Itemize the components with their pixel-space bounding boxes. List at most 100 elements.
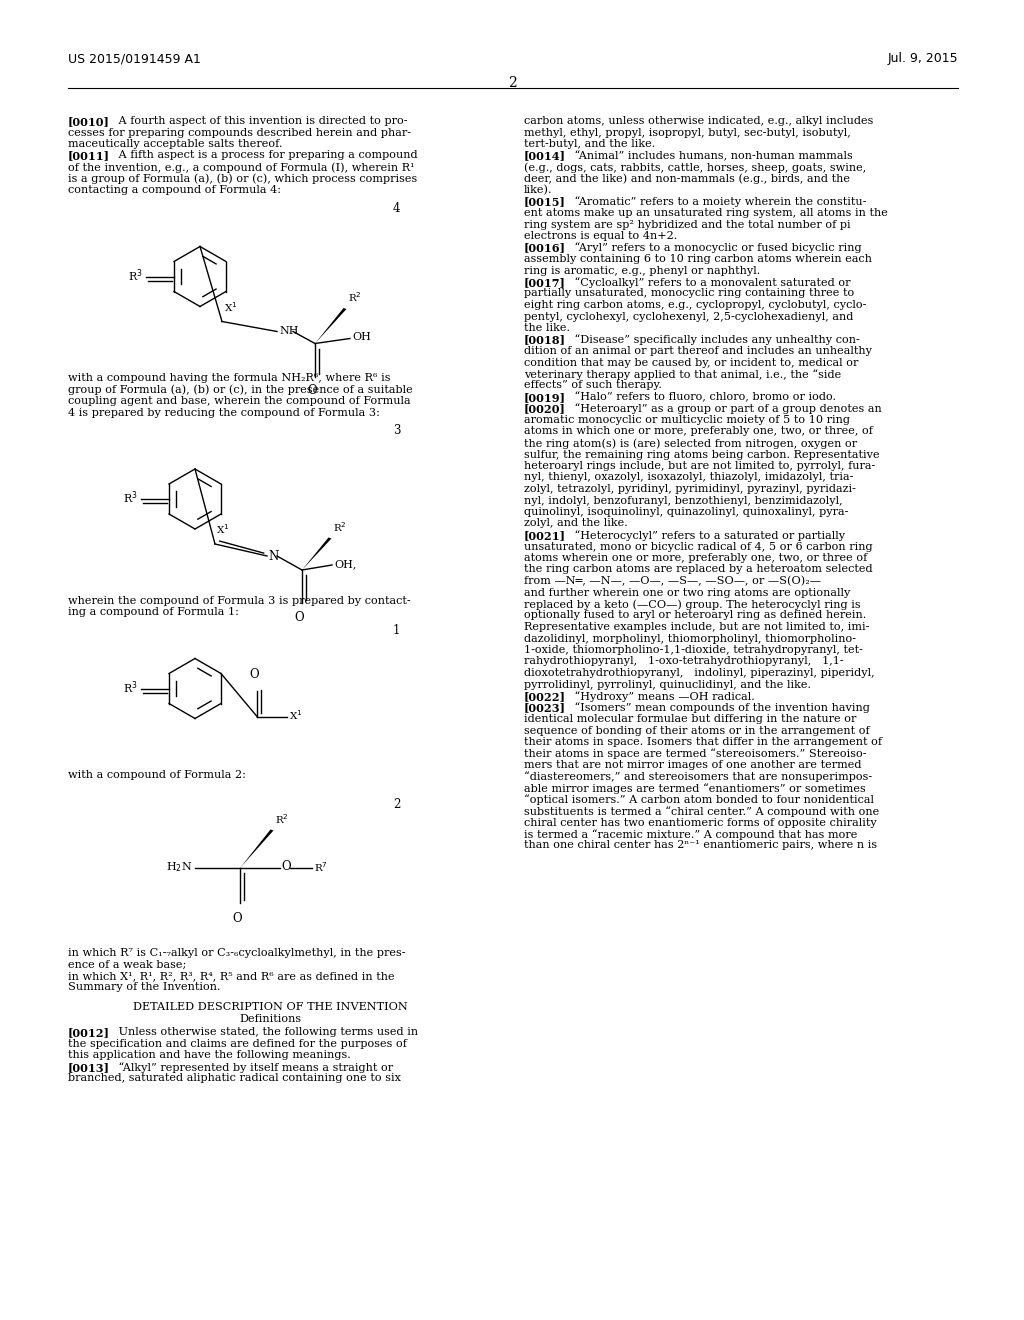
Text: “Halo” refers to fluoro, chloro, bromo or iodo.: “Halo” refers to fluoro, chloro, bromo o… bbox=[560, 392, 836, 403]
Text: DETAILED DESCRIPTION OF THE INVENTION: DETAILED DESCRIPTION OF THE INVENTION bbox=[133, 1002, 408, 1012]
Polygon shape bbox=[240, 829, 273, 869]
Text: sulfur, the remaining ring atoms being carbon. Representative: sulfur, the remaining ring atoms being c… bbox=[524, 450, 880, 459]
Text: effects” of such therapy.: effects” of such therapy. bbox=[524, 380, 662, 391]
Text: atoms in which one or more, preferably one, two, or three, of: atoms in which one or more, preferably o… bbox=[524, 426, 872, 437]
Text: R$^2$: R$^2$ bbox=[333, 520, 347, 535]
Text: A fourth aspect of this invention is directed to pro-: A fourth aspect of this invention is dir… bbox=[104, 116, 408, 125]
Text: ing a compound of Formula 1:: ing a compound of Formula 1: bbox=[68, 607, 239, 616]
Text: “diastereomers,” and stereoisomers that are nonsuperimpos-: “diastereomers,” and stereoisomers that … bbox=[524, 771, 872, 783]
Text: US 2015/0191459 A1: US 2015/0191459 A1 bbox=[68, 51, 201, 65]
Text: like).: like). bbox=[524, 185, 553, 195]
Text: the specification and claims are defined for the purposes of: the specification and claims are defined… bbox=[68, 1039, 407, 1049]
Text: [0021]: [0021] bbox=[524, 531, 566, 541]
Text: “optical isomers.” A carbon atom bonded to four nonidentical: “optical isomers.” A carbon atom bonded … bbox=[524, 795, 874, 805]
Text: and further wherein one or two ring atoms are optionally: and further wherein one or two ring atom… bbox=[524, 587, 850, 598]
Text: [0016]: [0016] bbox=[524, 243, 566, 253]
Text: chiral center has two enantiomeric forms of opposite chirality: chiral center has two enantiomeric forms… bbox=[524, 817, 877, 828]
Text: “Isomers” mean compounds of the invention having: “Isomers” mean compounds of the inventio… bbox=[560, 702, 869, 713]
Text: Representative examples include, but are not limited to, imi-: Representative examples include, but are… bbox=[524, 622, 869, 632]
Text: “Animal” includes humans, non-human mammals: “Animal” includes humans, non-human mamm… bbox=[560, 150, 853, 161]
Text: with a compound of Formula 2:: with a compound of Formula 2: bbox=[68, 770, 246, 780]
Text: Summary of the Invention.: Summary of the Invention. bbox=[68, 982, 220, 993]
Text: the ring atom(s) is (are) selected from nitrogen, oxygen or: the ring atom(s) is (are) selected from … bbox=[524, 438, 857, 449]
Text: pentyl, cyclohexyl, cyclohexenyl, 2,5-cyclohexadienyl, and: pentyl, cyclohexyl, cyclohexenyl, 2,5-cy… bbox=[524, 312, 853, 322]
Text: dition of an animal or part thereof and includes an unhealthy: dition of an animal or part thereof and … bbox=[524, 346, 872, 356]
Text: nyl, thienyl, oxazolyl, isoxazolyl, thiazolyl, imidazolyl, tria-: nyl, thienyl, oxazolyl, isoxazolyl, thia… bbox=[524, 473, 853, 483]
Text: R$^2$: R$^2$ bbox=[348, 290, 361, 305]
Text: the like.: the like. bbox=[524, 323, 570, 333]
Text: R$^2$: R$^2$ bbox=[275, 812, 289, 826]
Text: identical molecular formulae but differing in the nature or: identical molecular formulae but differi… bbox=[524, 714, 856, 723]
Text: dioxotetrahydrothiopyranyl,   indolinyl, piperazinyl, piperidyl,: dioxotetrahydrothiopyranyl, indolinyl, p… bbox=[524, 668, 874, 678]
Text: their atoms in space. Isomers that differ in the arrangement of: their atoms in space. Isomers that diffe… bbox=[524, 737, 882, 747]
Text: deer, and the like) and non-mammals (e.g., birds, and the: deer, and the like) and non-mammals (e.g… bbox=[524, 173, 850, 183]
Text: partially unsaturated, monocyclic ring containing three to: partially unsaturated, monocyclic ring c… bbox=[524, 289, 854, 298]
Text: X$^1$: X$^1$ bbox=[289, 709, 302, 722]
Text: branched, saturated aliphatic radical containing one to six: branched, saturated aliphatic radical co… bbox=[68, 1073, 401, 1084]
Text: N: N bbox=[268, 549, 279, 562]
Text: unsaturated, mono or bicyclic radical of 4, 5 or 6 carbon ring: unsaturated, mono or bicyclic radical of… bbox=[524, 541, 872, 552]
Text: 3: 3 bbox=[393, 424, 400, 437]
Text: [0012]: [0012] bbox=[68, 1027, 110, 1039]
Text: “Hydroxy” means —OH radical.: “Hydroxy” means —OH radical. bbox=[560, 690, 755, 702]
Text: quinolinyl, isoquinolinyl, quinazolinyl, quinoxalinyl, pyra-: quinolinyl, isoquinolinyl, quinazolinyl,… bbox=[524, 507, 848, 517]
Text: “Aromatic” refers to a moiety wherein the constitu-: “Aromatic” refers to a moiety wherein th… bbox=[560, 197, 866, 207]
Text: of the invention, e.g., a compound of Formula (I), wherein R¹: of the invention, e.g., a compound of Fo… bbox=[68, 162, 415, 173]
Text: substituents is termed a “chiral center.” A compound with one: substituents is termed a “chiral center.… bbox=[524, 807, 880, 817]
Text: carbon atoms, unless otherwise indicated, e.g., alkyl includes: carbon atoms, unless otherwise indicated… bbox=[524, 116, 873, 125]
Text: [0015]: [0015] bbox=[524, 197, 566, 207]
Text: O: O bbox=[249, 668, 259, 681]
Text: (e.g., dogs, cats, rabbits, cattle, horses, sheep, goats, swine,: (e.g., dogs, cats, rabbits, cattle, hors… bbox=[524, 162, 866, 173]
Text: 2: 2 bbox=[508, 77, 516, 90]
Text: OH: OH bbox=[352, 333, 371, 342]
Text: 1: 1 bbox=[393, 623, 400, 636]
Text: X$^1$: X$^1$ bbox=[216, 523, 229, 536]
Text: Jul. 9, 2015: Jul. 9, 2015 bbox=[888, 51, 958, 65]
Text: nyl, indolyl, benzofuranyl, benzothienyl, benzimidazolyl,: nyl, indolyl, benzofuranyl, benzothienyl… bbox=[524, 495, 843, 506]
Text: X$^1$: X$^1$ bbox=[224, 300, 238, 314]
Text: aromatic monocyclic or multicyclic moiety of 5 to 10 ring: aromatic monocyclic or multicyclic moiet… bbox=[524, 414, 850, 425]
Text: “Aryl” refers to a monocyclic or fused bicyclic ring: “Aryl” refers to a monocyclic or fused b… bbox=[560, 243, 861, 253]
Text: R$^3$: R$^3$ bbox=[123, 490, 138, 507]
Text: [0018]: [0018] bbox=[524, 334, 566, 346]
Text: [0020]: [0020] bbox=[524, 404, 566, 414]
Text: optionally fused to aryl or heteroaryl ring as defined herein.: optionally fused to aryl or heteroaryl r… bbox=[524, 610, 866, 620]
Text: their atoms in space are termed “stereoisomers.” Stereoiso-: their atoms in space are termed “stereoi… bbox=[524, 748, 866, 759]
Text: [0014]: [0014] bbox=[524, 150, 566, 161]
Text: group of Formula (a), (b) or (c), in the presence of a suitable: group of Formula (a), (b) or (c), in the… bbox=[68, 384, 413, 395]
Text: 1-oxide, thiomorpholino-1,1-dioxide, tetrahydropyranyl, tet-: 1-oxide, thiomorpholino-1,1-dioxide, tet… bbox=[524, 645, 863, 655]
Text: “Cycloalkyl” refers to a monovalent saturated or: “Cycloalkyl” refers to a monovalent satu… bbox=[560, 277, 851, 288]
Text: Definitions: Definitions bbox=[239, 1014, 301, 1023]
Text: NH: NH bbox=[279, 326, 299, 337]
Polygon shape bbox=[302, 537, 332, 570]
Text: condition that may be caused by, or incident to, medical or: condition that may be caused by, or inci… bbox=[524, 358, 858, 367]
Polygon shape bbox=[315, 308, 346, 343]
Text: zolyl, and the like.: zolyl, and the like. bbox=[524, 519, 628, 528]
Text: R$^7$: R$^7$ bbox=[314, 861, 328, 874]
Text: “Heterocyclyl” refers to a saturated or partially: “Heterocyclyl” refers to a saturated or … bbox=[560, 531, 845, 541]
Text: contacting a compound of Formula 4:: contacting a compound of Formula 4: bbox=[68, 185, 281, 195]
Text: [0011]: [0011] bbox=[68, 150, 110, 161]
Text: sequence of bonding of their atoms or in the arrangement of: sequence of bonding of their atoms or in… bbox=[524, 726, 869, 735]
Text: [0010]: [0010] bbox=[68, 116, 110, 127]
Text: atoms wherein one or more, preferably one, two, or three of: atoms wherein one or more, preferably on… bbox=[524, 553, 867, 564]
Text: 2: 2 bbox=[393, 799, 400, 810]
Text: able mirror images are termed “enantiomers” or sometimes: able mirror images are termed “enantiome… bbox=[524, 783, 865, 793]
Text: [0023]: [0023] bbox=[524, 702, 566, 714]
Text: cesses for preparing compounds described herein and phar-: cesses for preparing compounds described… bbox=[68, 128, 411, 137]
Text: methyl, ethyl, propyl, isopropyl, butyl, sec-butyl, isobutyl,: methyl, ethyl, propyl, isopropyl, butyl,… bbox=[524, 128, 851, 137]
Text: this application and have the following meanings.: this application and have the following … bbox=[68, 1051, 351, 1060]
Text: 4: 4 bbox=[393, 202, 400, 214]
Text: [0017]: [0017] bbox=[524, 277, 566, 288]
Text: from —N═, —N—, —O—, —S—, —SO—, or —S(O)₂—: from —N═, —N—, —O—, —S—, —SO—, or —S(O)₂… bbox=[524, 576, 821, 586]
Text: [0022]: [0022] bbox=[524, 690, 566, 702]
Text: is a group of Formula (a), (b) or (c), which process comprises: is a group of Formula (a), (b) or (c), w… bbox=[68, 173, 417, 183]
Text: “Disease” specifically includes any unhealthy con-: “Disease” specifically includes any unhe… bbox=[560, 334, 860, 346]
Text: O: O bbox=[294, 611, 304, 624]
Text: ring system are sp² hybridized and the total number of pi: ring system are sp² hybridized and the t… bbox=[524, 219, 851, 230]
Text: heteroaryl rings include, but are not limited to, pyrrolyl, fura-: heteroaryl rings include, but are not li… bbox=[524, 461, 876, 471]
Text: O: O bbox=[232, 912, 242, 925]
Text: tert-butyl, and the like.: tert-butyl, and the like. bbox=[524, 139, 655, 149]
Text: ring is aromatic, e.g., phenyl or naphthyl.: ring is aromatic, e.g., phenyl or naphth… bbox=[524, 265, 760, 276]
Text: [0013]: [0013] bbox=[68, 1061, 110, 1073]
